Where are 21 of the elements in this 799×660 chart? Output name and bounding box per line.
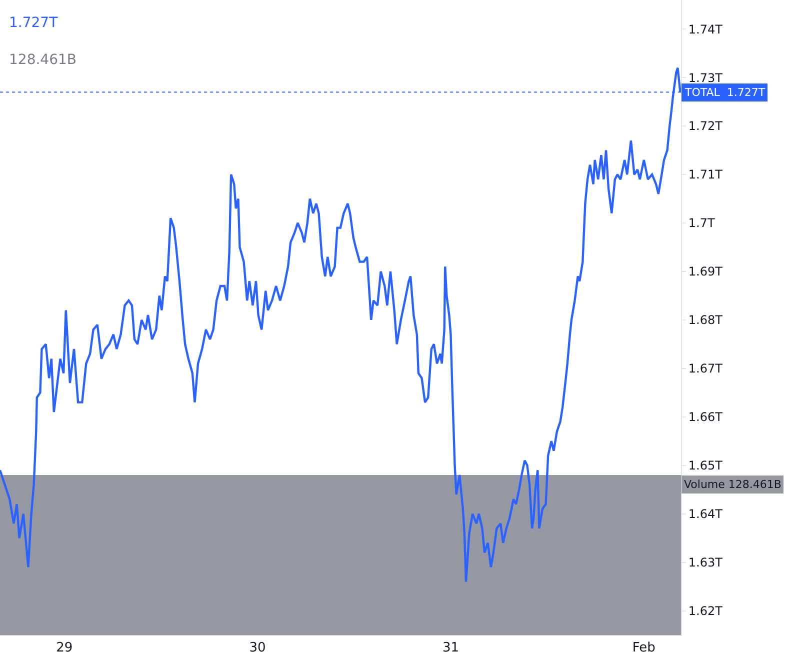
y-tick-label: 1.73T [688, 70, 724, 85]
y-tick-label: 1.66T [688, 410, 724, 424]
x-tick-label: 31 [442, 640, 459, 656]
annotation: 128.461B [9, 52, 76, 68]
x-tick-label: 30 [249, 640, 266, 656]
y-tick-label: 1.74T [688, 22, 724, 36]
x-tick-label: 29 [56, 640, 73, 656]
y-tick-label: 1.7T [688, 216, 716, 230]
y-tick-label: 1.65T [688, 458, 724, 473]
y-tick-label: 1.64T [688, 507, 724, 522]
y-tick-label: 1.71T [688, 168, 724, 182]
annotation: 1.727T [9, 15, 58, 31]
y-tick-label: 1.67T [688, 362, 724, 376]
x-tick-label: Feb [632, 640, 656, 656]
ref-line-label: TOTAL 1.727T [684, 86, 766, 99]
y-tick-label: 1.68T [688, 313, 724, 328]
y-tick-label: 1.62T [688, 604, 724, 618]
y-tick-label: 1.63T [688, 555, 724, 570]
y-tick-label: 1.69T [688, 264, 724, 279]
y-tick-label: 1.72T [688, 119, 724, 134]
band-label: Volume 128.461B [684, 478, 782, 491]
